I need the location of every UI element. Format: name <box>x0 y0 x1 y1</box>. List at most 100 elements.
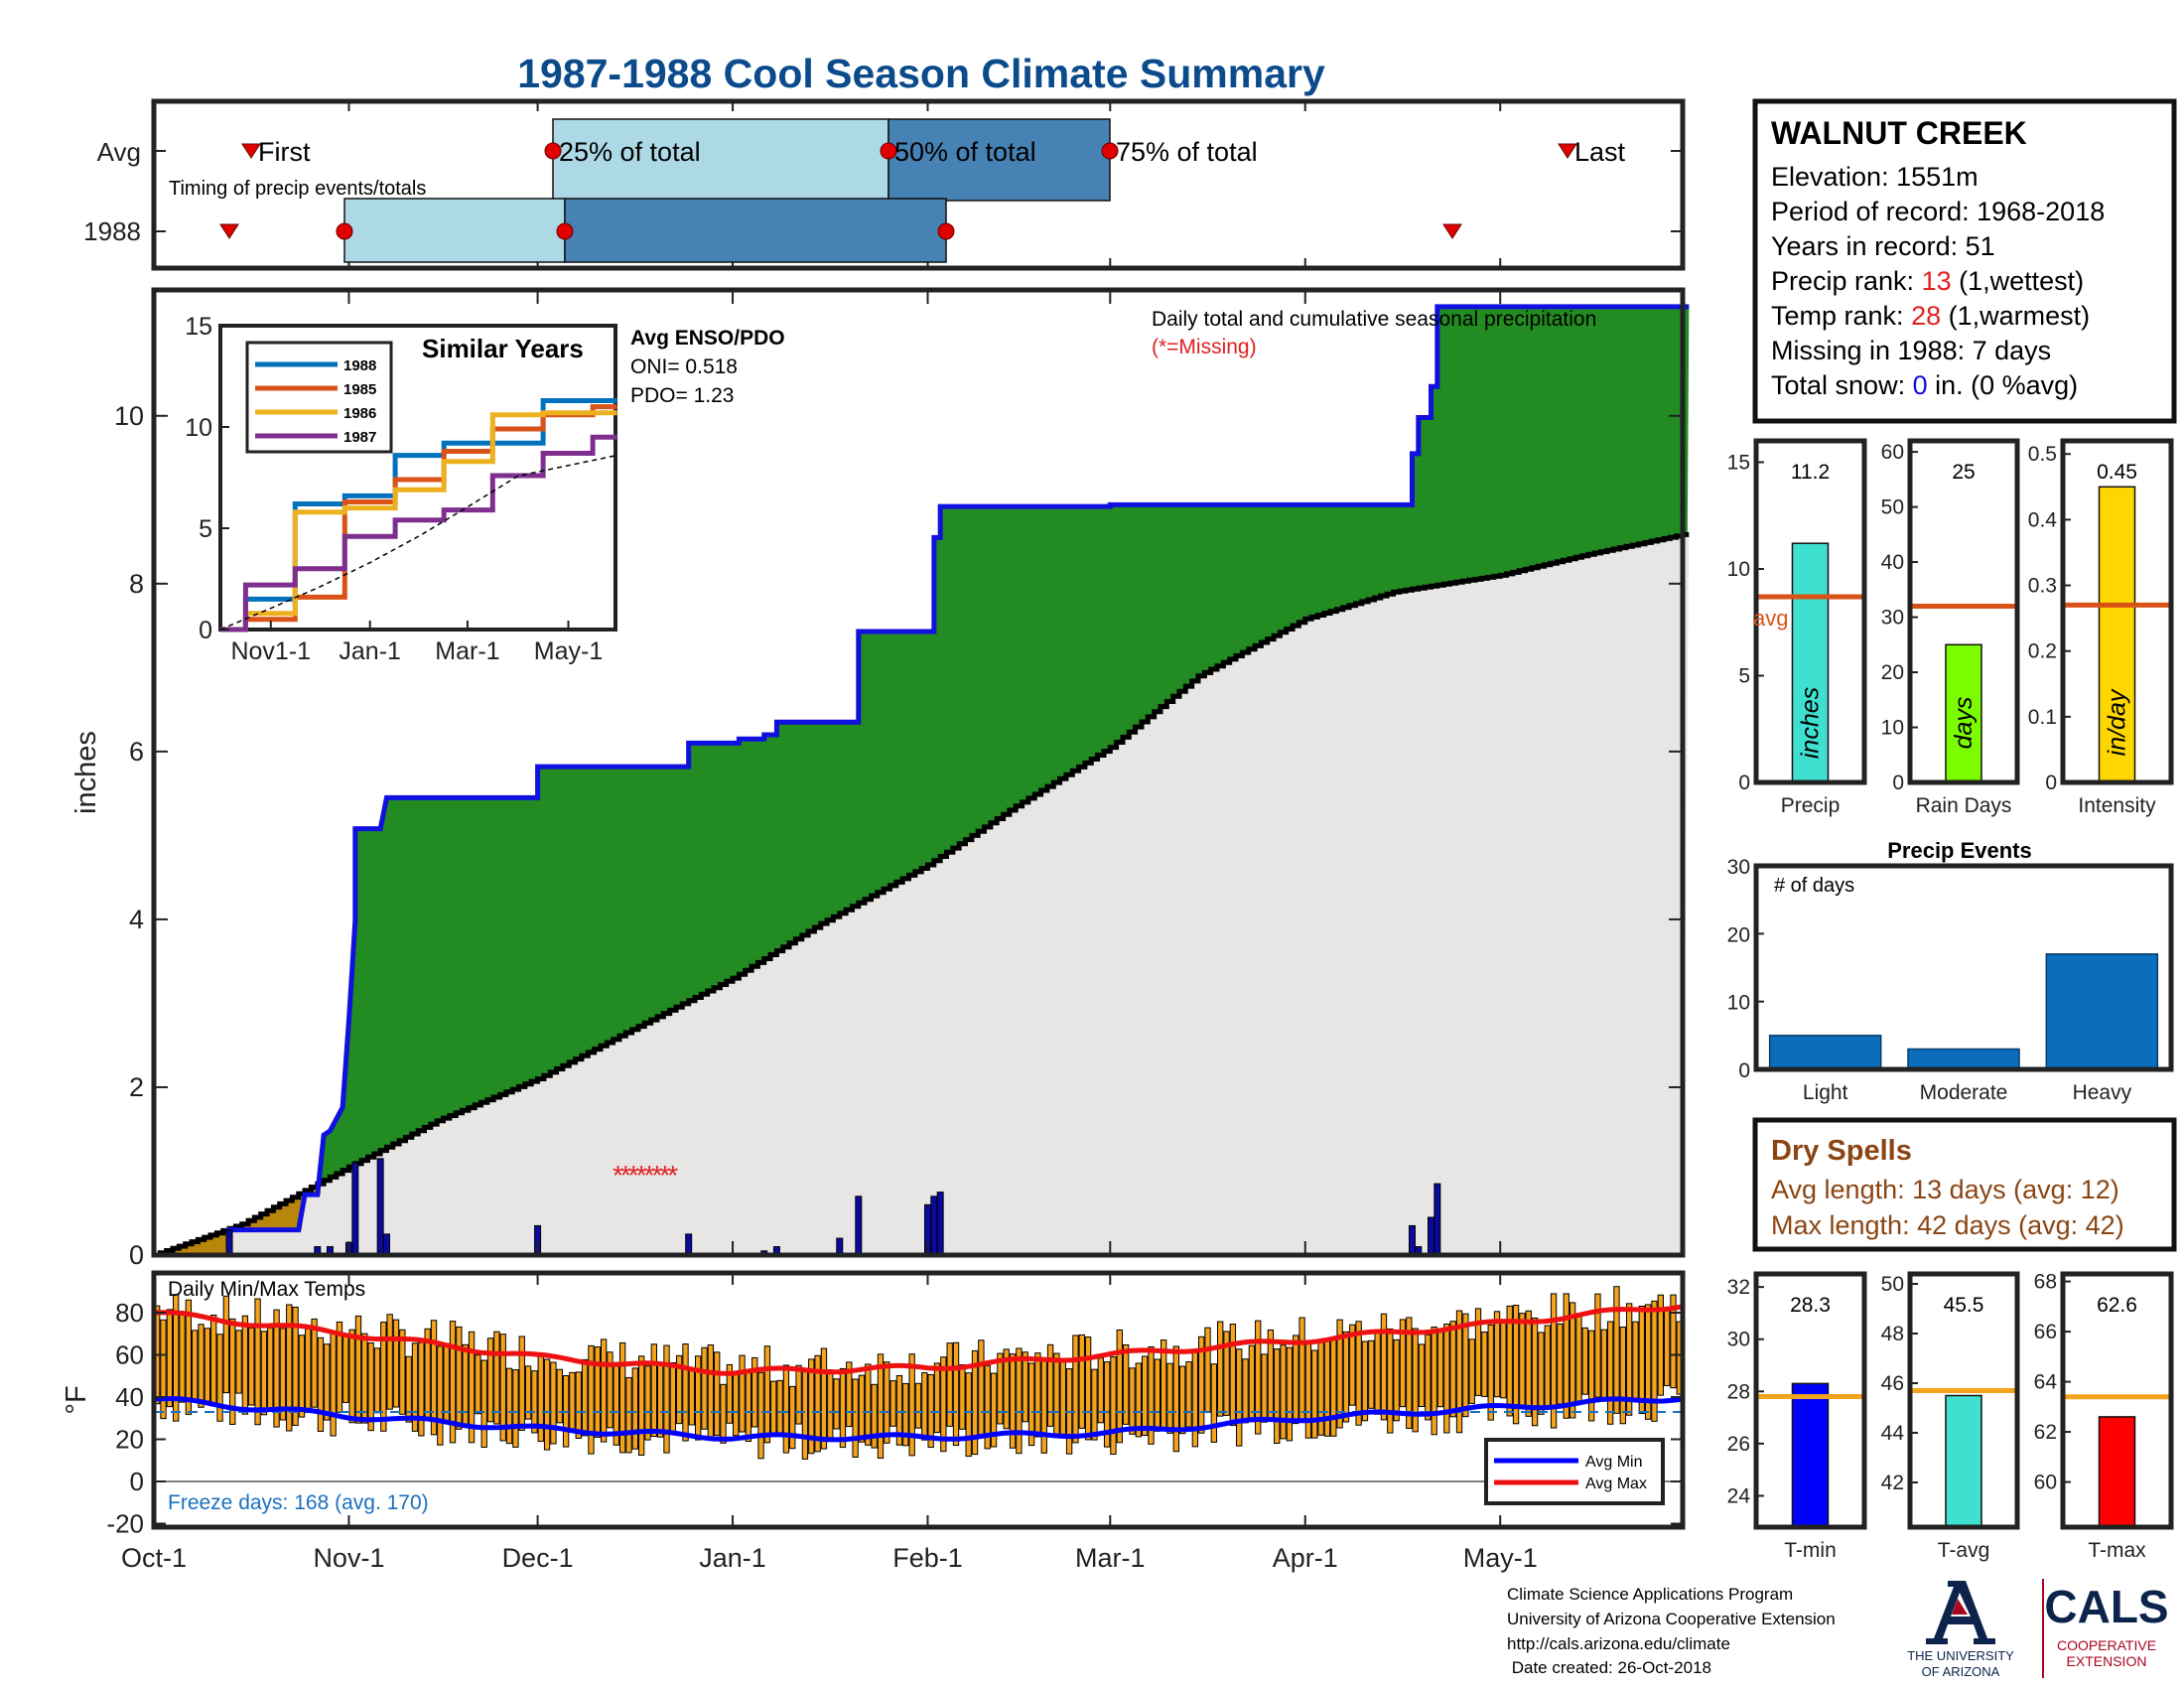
daily-temp-bar <box>1097 1357 1104 1424</box>
daily-temp-bar <box>1091 1368 1098 1441</box>
temperature-chart: 80 60 40 20 0 -20 Daily Min/Max Temps Freeze … <box>61 1270 1686 1573</box>
precip-main-chart: ******** 0 2 4 6 8 10 inches Daily total and … <box>70 287 1690 1270</box>
daily-temp-bar <box>1304 1341 1312 1439</box>
avg-cumulative-area <box>154 534 1690 1255</box>
daily-temp-bar <box>663 1344 670 1454</box>
similar-years-inset: 0 5 10 15 Nov1-1 Jan-1 Mar-1 May-1 Similar Yea… <box>185 313 617 665</box>
stat-category-label: Rain Days <box>1916 794 2012 817</box>
daily-temp-range-bars <box>154 1286 1684 1460</box>
daily-temp-bar <box>1141 1355 1149 1437</box>
daily-temp-bar <box>1519 1313 1526 1409</box>
daily-temp-bar <box>600 1338 608 1443</box>
daily-temp-bar <box>751 1356 758 1428</box>
daily-temp-bar <box>505 1367 513 1445</box>
temp-y-tick-label: 80 <box>115 1298 144 1328</box>
daily-temp-bar <box>1166 1362 1173 1434</box>
daily-temp-bar <box>1059 1358 1066 1435</box>
daily-temp-bar <box>946 1342 953 1427</box>
daily-temp-bar <box>1072 1335 1079 1444</box>
avg-min-temp-line <box>153 1396 1684 1443</box>
stat-bar-t-avg <box>1945 1394 1982 1528</box>
daily-precip-bar <box>351 1162 359 1256</box>
coop-ext-line1: COOPERATIVE <box>2057 1637 2156 1653</box>
date-axis-labels: Oct-1 Nov-1 Dec-1 Jan-1 Feb-1 Mar-1 Apr-1 May-1 <box>121 1543 1538 1573</box>
similar-years-y-tick-label: 15 <box>185 313 212 341</box>
daily-temp-bar <box>1493 1311 1501 1398</box>
enso-oni: ONI= 0.518 <box>630 355 738 378</box>
daily-temp-bar <box>569 1371 576 1431</box>
daily-precip-bar <box>685 1233 693 1256</box>
daily-precip-bar <box>930 1196 938 1256</box>
daily-temp-bar <box>1148 1345 1155 1445</box>
daily-temp-bar <box>348 1329 355 1424</box>
daily-temp-bar <box>1204 1327 1211 1414</box>
daily-temp-bar <box>1550 1293 1558 1429</box>
daily-temp-bar <box>405 1355 412 1423</box>
dry-spells-box: Dry Spells Avg length: 13 days (avg: 12)… <box>1752 1117 2177 1252</box>
stat-tick-label: 30 <box>1881 607 1904 630</box>
daily-temp-bar <box>921 1372 928 1441</box>
stat-tick-label: 10 <box>1727 558 1750 581</box>
date-axis-label: Feb-1 <box>892 1543 963 1573</box>
precip-events-category-label: Light <box>1803 1081 1848 1104</box>
daily-temp-bar <box>518 1336 525 1431</box>
daily-temp-bar <box>877 1353 885 1459</box>
temp-y-axis-label: °F <box>61 1385 92 1414</box>
stat-category-label: Intensity <box>2078 794 2156 817</box>
daily-temp-bar <box>889 1380 896 1427</box>
daily-temp-bar <box>336 1321 343 1413</box>
precip-events-bar-light <box>1768 1035 1882 1070</box>
stat-tick-label: 64 <box>2034 1371 2058 1394</box>
daily-temp-bar <box>1236 1348 1243 1447</box>
date-axis-label: Oct-1 <box>121 1543 187 1573</box>
stat-tick-label: 68 <box>2034 1271 2057 1294</box>
timing-50-label: 50% of total <box>894 137 1036 167</box>
daily-temp-bar <box>1122 1343 1130 1425</box>
similar-years-line-1987 <box>220 434 617 633</box>
stat-tick-label: 30 <box>1727 1329 1750 1351</box>
daily-temp-bar <box>952 1341 960 1447</box>
daily-temp-bar <box>305 1328 312 1414</box>
daily-temp-bar <box>354 1315 362 1424</box>
daily-temp-bar <box>298 1335 306 1418</box>
avg-cumulative-line <box>154 531 1690 1258</box>
daily-temp-bar <box>902 1382 909 1447</box>
stat-value-label: 28.3 <box>1790 1294 1831 1317</box>
temp-y-tick-label: 20 <box>115 1425 144 1455</box>
avg-max-temp-line <box>153 1304 1684 1376</box>
daily-precip-bar <box>936 1192 944 1256</box>
main-legend-line1: Daily total and cumulative seasonal prec… <box>1152 308 1596 331</box>
daily-temp-bar <box>1425 1334 1432 1421</box>
dry-spells-max: Max length: 42 days (avg: 42) <box>1771 1210 2124 1240</box>
daily-temp-bar <box>449 1321 457 1444</box>
daily-temp-bar <box>631 1367 638 1450</box>
daily-temp-bar <box>1185 1361 1192 1428</box>
daily-temp-bar <box>1078 1334 1085 1429</box>
daily-temp-bar <box>637 1355 645 1457</box>
daily-temp-bar <box>1374 1332 1381 1415</box>
daily-temp-bar <box>204 1328 211 1402</box>
daily-temp-bar <box>1053 1352 1060 1439</box>
stat-tick-label: 0 <box>1738 772 1750 794</box>
main-y-tick-label: 8 <box>129 569 144 599</box>
daily-temp-bar <box>971 1349 979 1456</box>
daily-temp-bar <box>1525 1310 1532 1417</box>
main-y-tick-label: 0 <box>129 1240 144 1270</box>
daily-temp-bar <box>235 1330 242 1394</box>
station-precip-rank: Precip rank: 13 (1,wettest) <box>1771 266 2084 296</box>
daily-temp-bar <box>1663 1310 1671 1386</box>
stat-value-label: 25 <box>1952 461 1975 484</box>
daily-temp-bar <box>959 1364 966 1430</box>
daily-temp-bar <box>1110 1356 1117 1456</box>
daily-temp-bar <box>1368 1339 1375 1409</box>
stat-value-label: 62.6 <box>2097 1294 2137 1317</box>
daily-temp-bar <box>1129 1367 1136 1435</box>
stat-tick-label: 50 <box>1881 496 1904 519</box>
daily-temp-bar <box>1223 1331 1230 1416</box>
daily-temp-bar <box>782 1364 790 1454</box>
daily-temp-bar <box>1016 1347 1023 1455</box>
station-info-box: WALNUT CREEK Elevation: 1551m Period of … <box>1752 98 2177 424</box>
daily-temp-bar <box>543 1358 551 1451</box>
daily-temp-bar <box>531 1370 538 1434</box>
daily-temp-bar <box>179 1314 186 1403</box>
